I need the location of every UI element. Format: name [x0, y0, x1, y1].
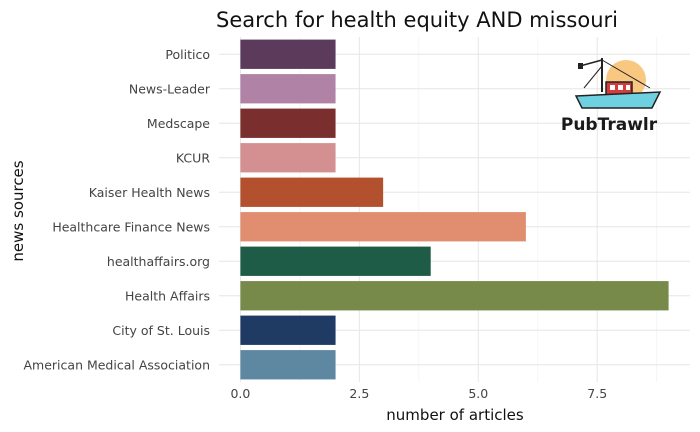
pubtrawlr-logo: PubTrawlr [561, 58, 662, 135]
y-tick-label: Healthcare Finance News [52, 219, 210, 234]
x-tick-label: 7.5 [587, 386, 607, 401]
bar [240, 246, 431, 276]
y-tick-label: healthaffairs.org [107, 254, 210, 269]
y-tick-label: KCUR [176, 150, 210, 165]
y-tick-label: American Medical Association [24, 357, 211, 372]
y-tick-labels: Politico News-Leader Medscape KCUR Kaiser He… [24, 47, 211, 373]
y-tick-label: Medscape [147, 116, 210, 131]
x-tick-label: 2.5 [349, 386, 369, 401]
chart-title: Search for health equity AND missouri [216, 8, 618, 32]
bar [240, 74, 336, 104]
bar [240, 39, 336, 69]
bar [240, 315, 336, 345]
y-tick-label: City of St. Louis [112, 323, 210, 338]
x-tick-label: 0.0 [230, 386, 250, 401]
x-axis-title: number of articles [386, 406, 524, 424]
y-tick-label: Kaiser Health News [89, 185, 210, 200]
y-tick-label: Politico [165, 47, 210, 62]
bars [240, 39, 669, 380]
bar [240, 212, 526, 242]
bar [240, 143, 336, 173]
y-tick-label: Health Affairs [125, 288, 210, 303]
fishing-boat-icon [574, 58, 662, 109]
logo-text: PubTrawlr [561, 115, 658, 135]
y-axis-title: news sources [9, 160, 27, 261]
x-tick-labels: 0.0 2.5 5.0 7.5 [230, 386, 607, 401]
y-tick-label: News-Leader [129, 81, 211, 96]
bar [240, 177, 384, 207]
bar [240, 350, 336, 380]
x-tick-label: 5.0 [468, 386, 488, 401]
bar [240, 281, 669, 311]
bar [240, 108, 336, 138]
